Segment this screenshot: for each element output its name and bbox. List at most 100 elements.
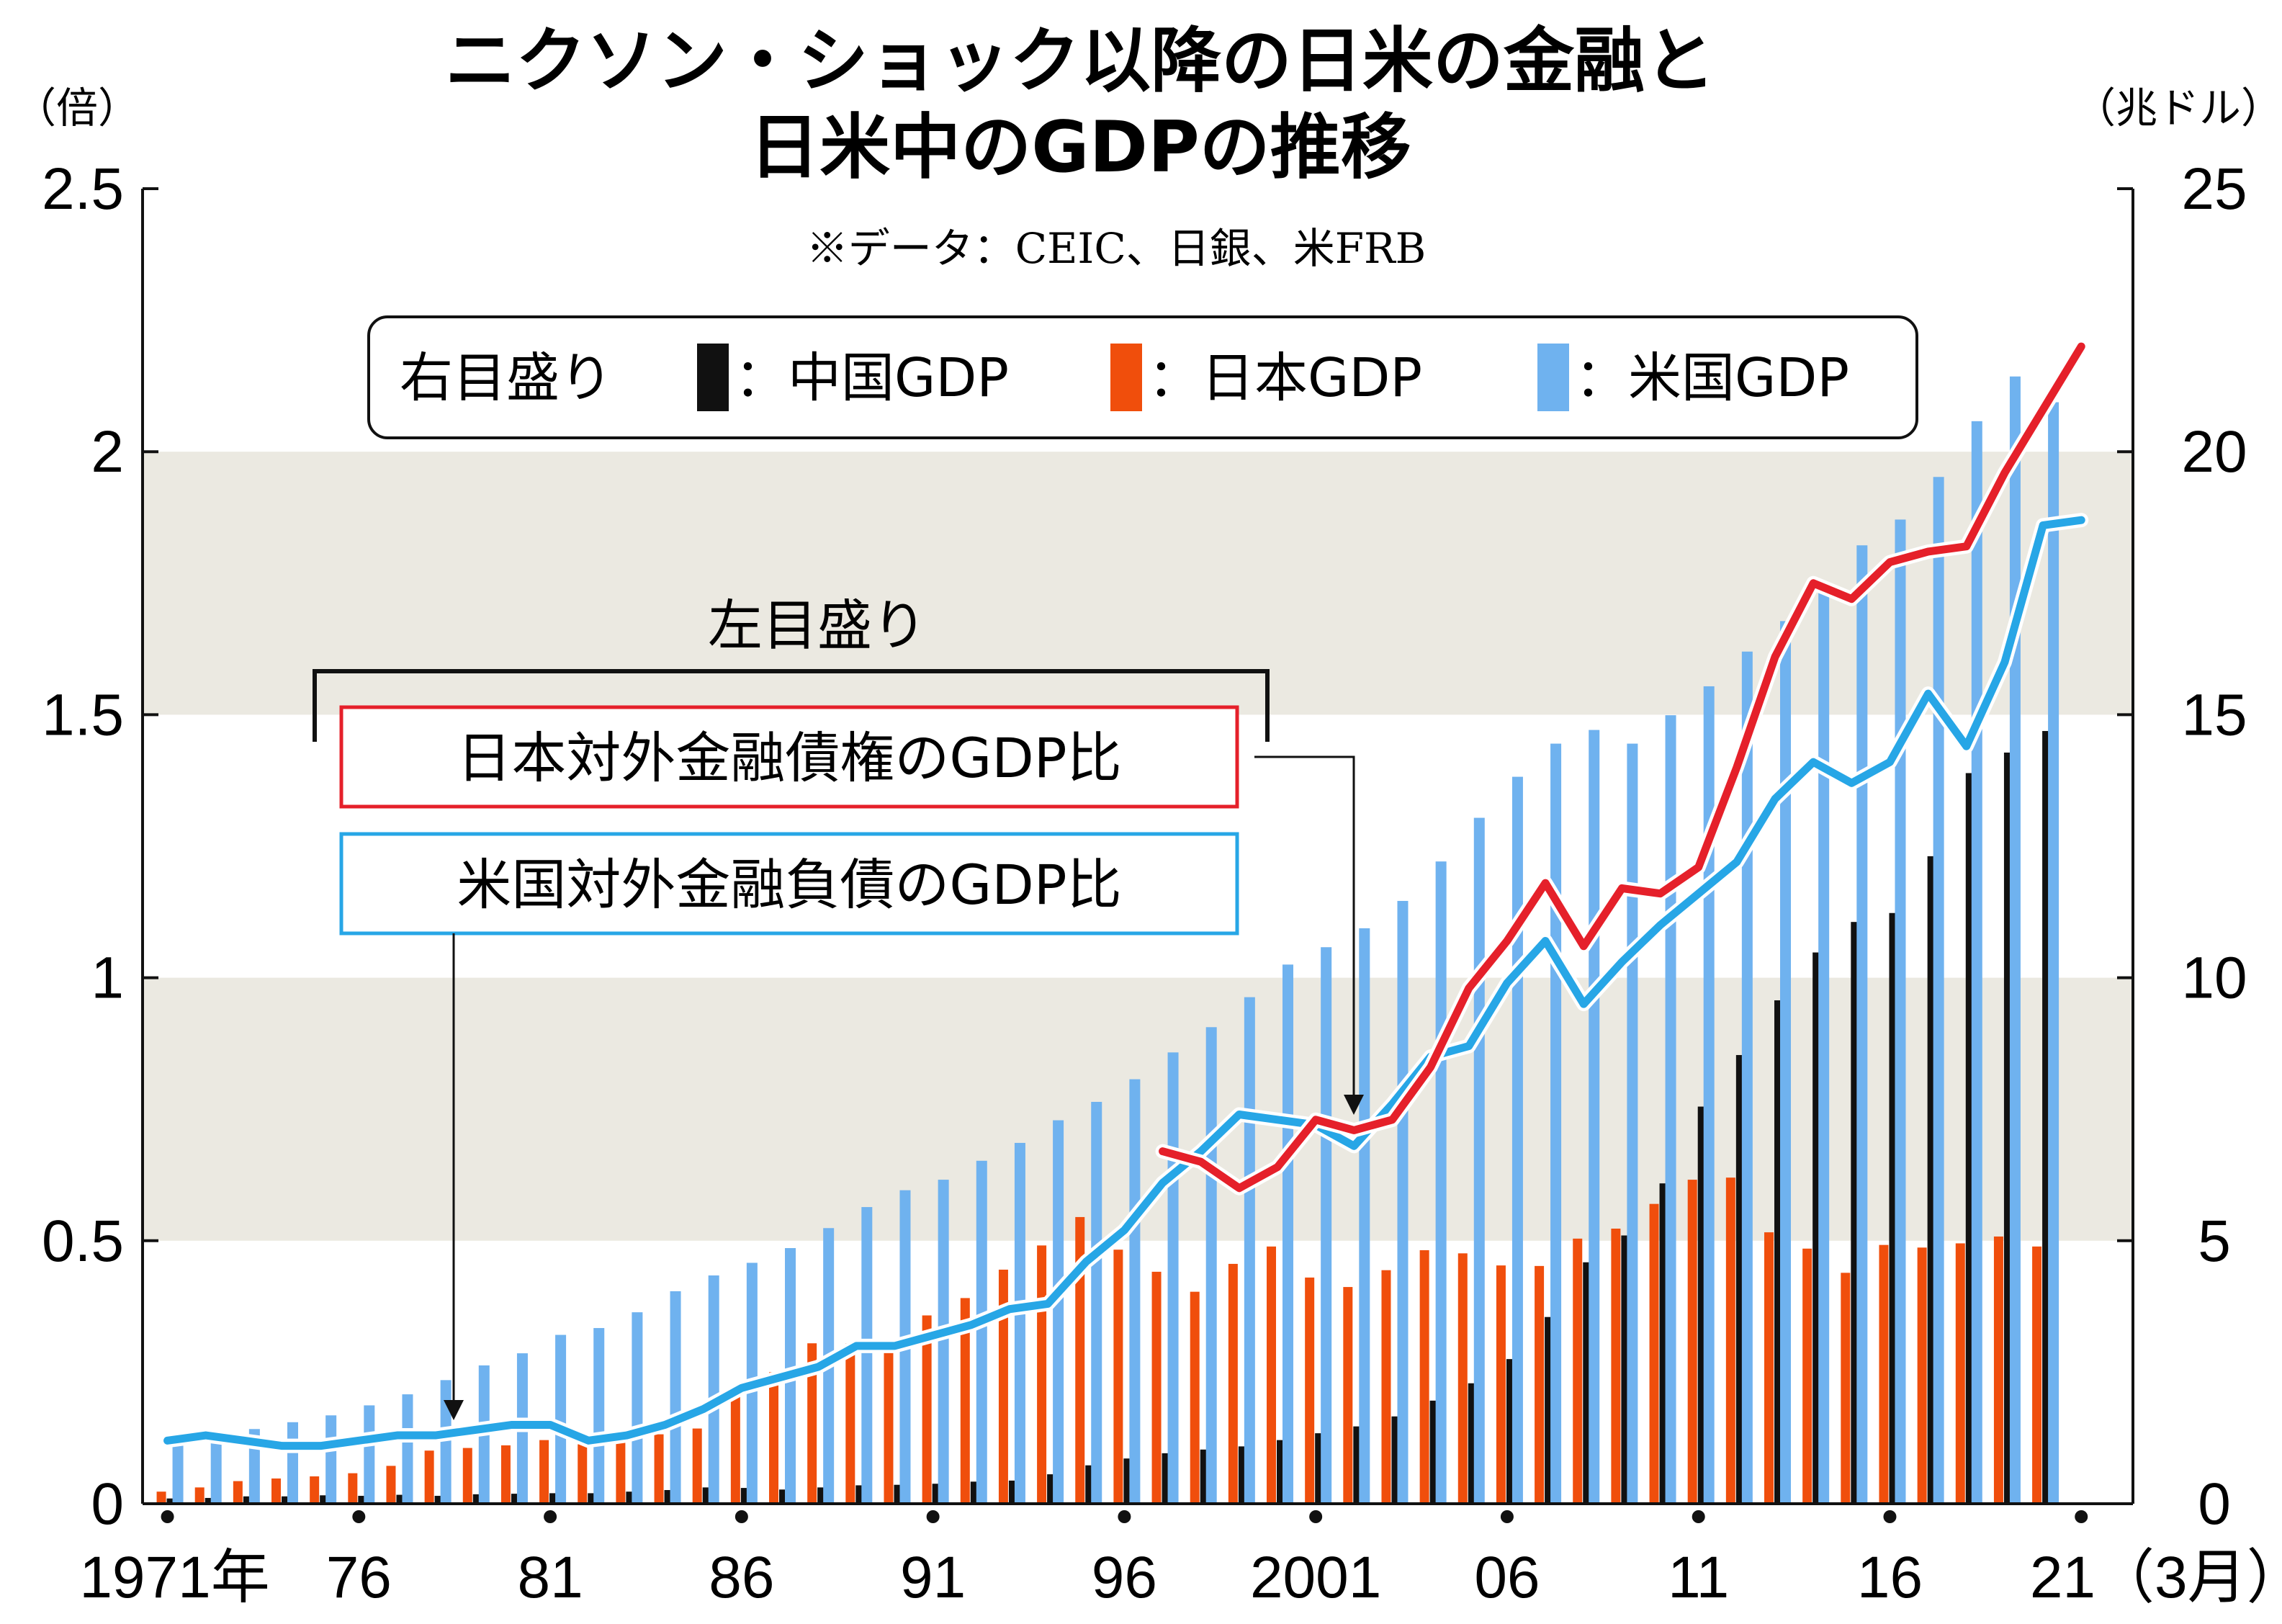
bar-日本GDP-1973 (233, 1481, 243, 1504)
bar-日本GDP-2006 (1496, 1265, 1506, 1504)
bar-米国GDP-2012 (1741, 651, 1753, 1504)
bar-日本GDP-2014 (1802, 1248, 1812, 1504)
bar-中国GDP-1973 (243, 1496, 253, 1504)
bar-米国GDP-1995 (1091, 1101, 1102, 1504)
bar-米国GDP-2008 (1589, 730, 1600, 1504)
shaded-band (143, 452, 2133, 715)
bar-米国GDP-2004 (1435, 861, 1447, 1504)
bar-米国GDP-2007 (1550, 743, 1562, 1504)
bar-中国GDP-1972 (205, 1497, 215, 1504)
bar-日本GDP-2001 (1305, 1277, 1315, 1504)
bar-米国GDP-1998 (1205, 1027, 1217, 1504)
x-tick-dot (161, 1510, 174, 1523)
bar-日本GDP-1998 (1190, 1291, 1200, 1504)
japan-line-label: 日本対外金融債権のGDP比 (339, 705, 1239, 809)
bar-日本GDP-1981 (539, 1440, 549, 1504)
bar-米国GDP-2002 (1359, 928, 1370, 1504)
x-tick-dot (1500, 1510, 1514, 1523)
right-axis-unit: （兆ドル） (2074, 84, 2282, 133)
right-tick-label: 25 (2181, 156, 2247, 222)
x-tick-dot (1883, 1510, 1897, 1523)
bar-日本GDP-2020 (2032, 1246, 2042, 1504)
bar-日本GDP-1980 (500, 1445, 511, 1504)
left-tick-label: 0.5 (42, 1208, 124, 1274)
x-tick-dot (2075, 1510, 2088, 1523)
left-axis-unit: （倍） (14, 84, 140, 133)
bar-日本GDP-1986 (730, 1394, 740, 1504)
bar-日本GDP-2010 (1649, 1203, 1659, 1504)
legend-prefix: 右目盛り (400, 347, 613, 409)
chart-title-line1: ニクソン・ショック以降の日米の金融と (445, 20, 1715, 102)
us-label-box (339, 832, 1239, 936)
bar-米国GDP-1991 (938, 1180, 949, 1504)
bar-米国GDP-2013 (1780, 621, 1792, 1504)
bar-日本GDP-1996 (1113, 1250, 1123, 1504)
bar-米国GDP-1974 (287, 1422, 299, 1504)
bar-日本GDP-1979 (462, 1448, 472, 1504)
x-tick-label: 21（3月） (2030, 1545, 2282, 1610)
bar-日本GDP-1978 (424, 1450, 434, 1504)
left-tick-label: 1 (91, 946, 124, 1011)
x-tick-dot (735, 1510, 748, 1523)
ratio-lines (160, 339, 2089, 1453)
bar-米国GDP-1975 (325, 1415, 337, 1504)
x-tick-label: 76 (326, 1545, 392, 1610)
legend-box (367, 315, 1918, 439)
bar-米国GDP-1977 (402, 1394, 413, 1504)
bar-米国GDP-1976 (364, 1405, 375, 1504)
bar-米国GDP-1972 (210, 1436, 222, 1504)
bar-日本GDP-2004 (1419, 1250, 1429, 1504)
bracket-line (313, 669, 1270, 742)
bar-日本GDP-2007 (1535, 1265, 1545, 1504)
bar-米国GDP-2014 (1818, 582, 1830, 1504)
bar-日本GDP-1984 (654, 1434, 664, 1504)
bracket-label: 左目盛り (708, 593, 927, 658)
bar-米国GDP-1982 (593, 1328, 605, 1504)
legend: 右目盛り ：中国GDP ：日本GDP ：米国GDP (367, 315, 1918, 439)
x-tick-label: 11 (1668, 1545, 1729, 1610)
bar-米国GDP-2005 (1473, 817, 1485, 1504)
bar-日本GDP-1992 (960, 1298, 970, 1504)
pointer-arrows (444, 755, 1364, 1420)
bar-米国GDP-1989 (861, 1207, 873, 1504)
bar-日本GDP-2008 (1573, 1238, 1583, 1504)
legend-label-japan: ：日本GDP (1148, 347, 1422, 409)
bar-日本GDP-1990 (884, 1339, 894, 1504)
bar-米国GDP-1984 (670, 1291, 681, 1504)
bar-米国GDP-2001 (1321, 947, 1332, 1504)
x-tick-dot (926, 1510, 940, 1523)
x-tick-dot (1118, 1510, 1131, 1523)
bar-米国GDP-1997 (1167, 1052, 1179, 1504)
chart-title-line2: 日米中のGDPの推移 (749, 107, 1411, 189)
bar-米国GDP-1994 (1053, 1120, 1064, 1504)
x-tick-dot (1309, 1510, 1323, 1523)
x-tick-dot (1692, 1510, 1705, 1523)
bar-米国GDP-2017 (1933, 477, 1944, 1504)
right-tick-label: 20 (2181, 419, 2247, 485)
legend-swatch-japan (1110, 344, 1142, 411)
left-tick-label: 1.5 (42, 682, 124, 748)
bar-米国GDP-1971 (172, 1443, 184, 1504)
bar-米国GDP-2000 (1282, 964, 1294, 1504)
bar-米国GDP-1992 (976, 1160, 987, 1504)
bar-日本GDP-1976 (348, 1473, 358, 1504)
bar-日本GDP-1999 (1228, 1263, 1238, 1504)
bar-日本GDP-2016 (1879, 1244, 1889, 1504)
bar-日本GDP-2017 (1917, 1247, 1927, 1504)
x-tick-label: 06 (1474, 1545, 1540, 1610)
right-tick-label: 15 (2181, 682, 2247, 748)
bar-米国GDP-2015 (1856, 545, 1868, 1504)
x-tick-label: 86 (709, 1545, 774, 1610)
line-日本対外金融債権のGDP比 (1159, 342, 2085, 1193)
bar-日本GDP-2018 (1955, 1243, 1965, 1504)
bar-日本GDP-1997 (1151, 1271, 1162, 1504)
x-tick-label: 96 (1092, 1545, 1157, 1610)
bar-米国GDP-1996 (1129, 1079, 1141, 1504)
bar-米国GDP-1985 (708, 1275, 719, 1504)
bar-中国GDP-1978 (434, 1496, 444, 1504)
x-tick-label: 81 (517, 1545, 583, 1610)
bar-日本GDP-1985 (692, 1428, 702, 1504)
bar-日本GDP-2019 (1993, 1236, 2003, 1504)
right-tick-label: 10 (2181, 946, 2247, 1011)
